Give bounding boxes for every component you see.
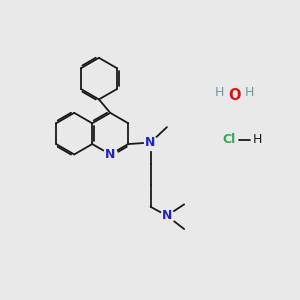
Text: N: N <box>162 209 172 222</box>
Text: N: N <box>146 136 156 149</box>
Text: O: O <box>229 88 241 103</box>
Text: Cl: Cl <box>222 133 236 146</box>
Text: H: H <box>253 133 262 146</box>
Text: H: H <box>215 85 224 98</box>
Text: N: N <box>105 148 116 161</box>
Text: H: H <box>245 85 254 98</box>
